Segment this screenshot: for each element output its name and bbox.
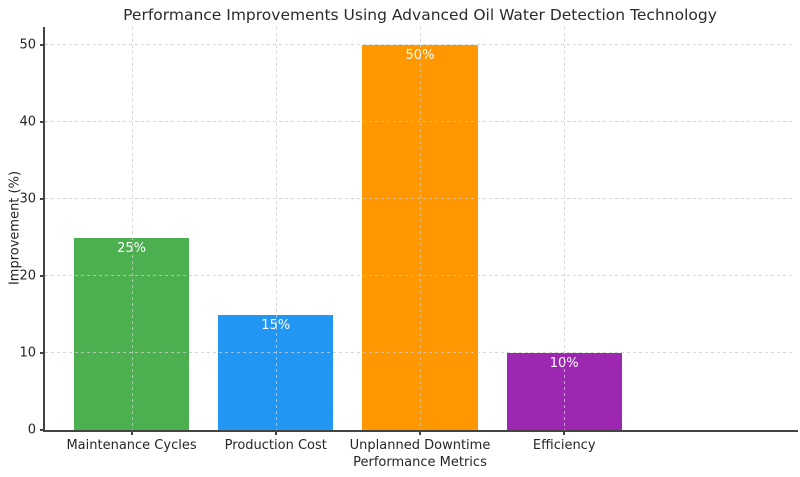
chart-title: Performance Improvements Using Advanced … — [123, 6, 717, 24]
x-tick-efficiency — [563, 430, 566, 435]
y-tick-30 — [40, 198, 45, 201]
y-tick-label-10: 10 — [19, 345, 36, 361]
x-tick-maintenance-cycles — [130, 430, 133, 435]
y-tick-label-30: 30 — [19, 191, 36, 207]
x-axis-spine — [43, 429, 798, 432]
y-tick-20 — [40, 275, 45, 278]
v-gridline-efficiency — [564, 27, 566, 430]
bar-production-cost: 15% — [218, 314, 334, 430]
v-gridline-unplanned-downtime — [420, 27, 421, 430]
y-tick-40 — [40, 121, 45, 124]
x-tick-production-cost — [274, 430, 277, 435]
x-tick-unplanned-downtime — [419, 430, 421, 435]
x-tick-label-unplanned-downtime: Unplanned Downtime — [349, 438, 491, 453]
x-tick-label-production-cost: Production Cost — [224, 438, 327, 453]
bar-value-label-unplanned-downtime: 50% — [362, 48, 477, 63]
bar-unplanned-downtime: 50% — [362, 45, 478, 430]
y-axis-spine — [43, 27, 45, 432]
v-gridline-production-cost — [275, 27, 277, 430]
y-tick-0 — [40, 429, 45, 431]
y-tick-label-50: 50 — [19, 37, 36, 53]
y-tick-50 — [40, 44, 45, 47]
plot-area: 0102030405025%Maintenance Cycles15%Produ… — [19, 27, 798, 453]
x-axis-label: Performance Metrics — [353, 455, 487, 470]
bar-value-label-production-cost: 15% — [218, 318, 333, 333]
x-tick-label-efficiency: Efficiency — [532, 438, 596, 453]
x-tick-label-maintenance-cycles: Maintenance Cycles — [66, 438, 197, 453]
y-tick-label-40: 40 — [19, 114, 36, 130]
y-tick-10 — [40, 352, 45, 355]
v-gridline-maintenance-cycles — [131, 27, 133, 430]
y-tick-label-20: 20 — [19, 268, 36, 284]
y-tick-label-0: 0 — [27, 422, 36, 438]
